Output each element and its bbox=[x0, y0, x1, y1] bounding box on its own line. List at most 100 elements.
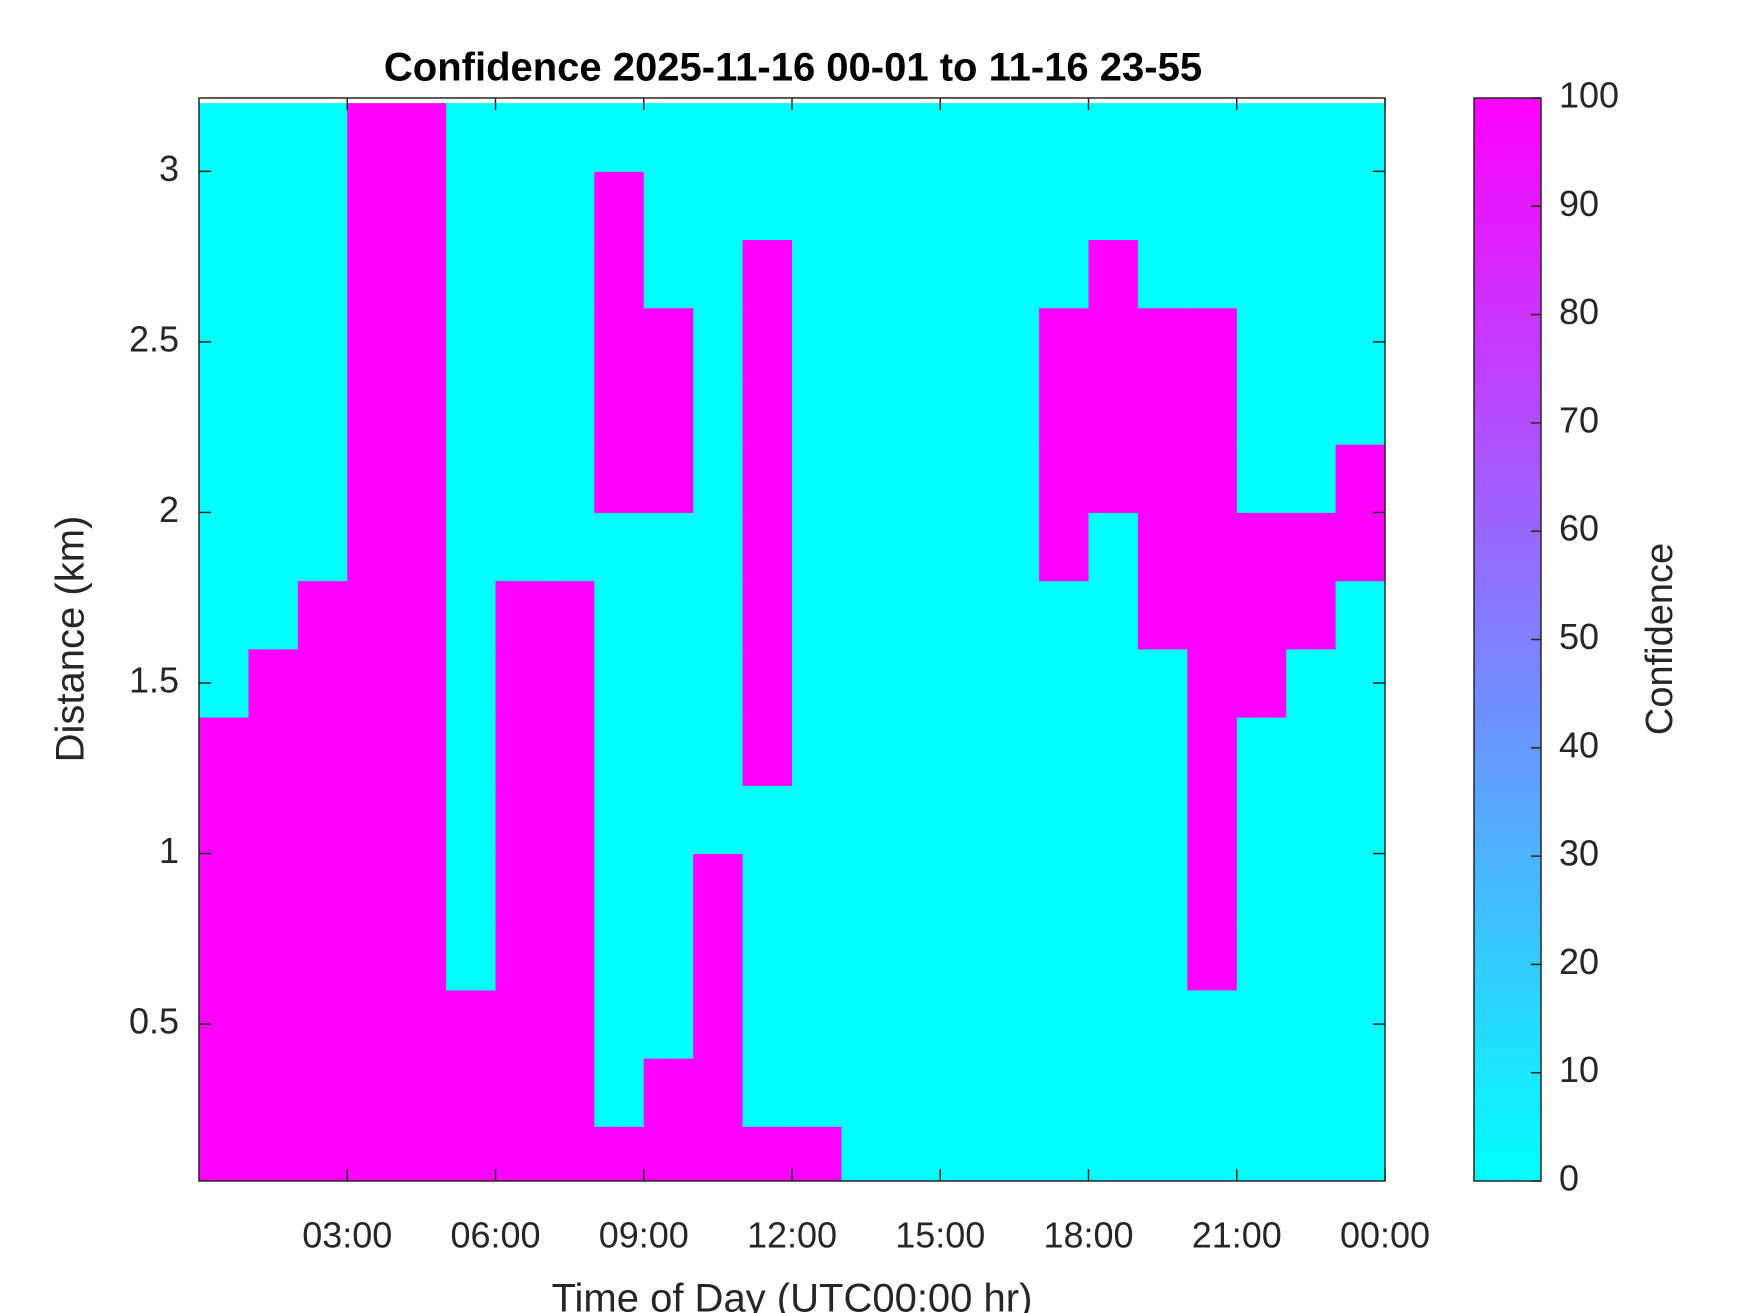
heatmap-cell bbox=[1137, 512, 1188, 582]
colorbar-tick-label: 50 bbox=[1559, 616, 1599, 657]
heatmap-cell bbox=[495, 785, 546, 855]
heatmap-cell bbox=[1088, 239, 1139, 309]
heatmap-cell bbox=[544, 1058, 595, 1127]
x-tick-label: 15:00 bbox=[895, 1215, 985, 1256]
y-tick-label: 1.5 bbox=[129, 660, 179, 701]
heatmap-cell bbox=[841, 921, 892, 991]
heatmap-cell bbox=[199, 375, 249, 445]
heatmap-cell bbox=[297, 444, 348, 513]
heatmap-cell bbox=[989, 580, 1040, 650]
heatmap-cell bbox=[347, 785, 398, 855]
heatmap-cell bbox=[1137, 648, 1188, 718]
heatmap-cell bbox=[594, 853, 645, 923]
heatmap-cell bbox=[248, 103, 299, 172]
heatmap-cell bbox=[841, 239, 892, 309]
heatmap-cell bbox=[1187, 853, 1238, 923]
heatmap-cell bbox=[940, 239, 991, 309]
y-axis-title: Distance (km) bbox=[49, 516, 93, 763]
heatmap-cell bbox=[792, 648, 842, 718]
heatmap-cell bbox=[594, 375, 645, 445]
heatmap-cell bbox=[742, 717, 793, 786]
y-tick-label: 3 bbox=[159, 148, 179, 189]
heatmap-cell bbox=[1286, 921, 1337, 991]
heatmap-cell bbox=[1335, 444, 1385, 513]
heatmap-cell bbox=[594, 1126, 645, 1181]
heatmap-cell bbox=[1236, 512, 1287, 582]
heatmap-cell bbox=[890, 375, 941, 445]
heatmap-cell bbox=[495, 171, 546, 241]
heatmap-cell bbox=[742, 853, 793, 923]
heatmap-cell bbox=[544, 239, 595, 309]
heatmap-cell bbox=[1286, 1058, 1337, 1127]
heatmap-cell bbox=[446, 171, 496, 241]
heatmap-cell bbox=[495, 444, 546, 513]
colorbar-tick-label: 90 bbox=[1559, 183, 1599, 224]
colorbar-tick-label: 100 bbox=[1559, 75, 1619, 116]
heatmap-cell bbox=[396, 921, 447, 991]
heatmap-cell bbox=[248, 785, 299, 855]
heatmap-cell bbox=[693, 103, 744, 172]
heatmap-cell bbox=[940, 580, 991, 650]
heatmap-cell bbox=[1039, 1126, 1089, 1181]
heatmap-cell bbox=[693, 989, 744, 1059]
heatmap-cell bbox=[940, 171, 991, 241]
heatmap-cell bbox=[347, 717, 398, 786]
heatmap-cell bbox=[693, 444, 744, 513]
heatmap-cell bbox=[841, 989, 892, 1059]
heatmap-cell bbox=[890, 1058, 941, 1127]
heatmap-cell bbox=[1236, 989, 1287, 1059]
heatmap-cell bbox=[742, 171, 793, 241]
heatmap-cell bbox=[297, 921, 348, 991]
heatmap-cell bbox=[940, 512, 991, 582]
heatmap-cell bbox=[199, 785, 249, 855]
heatmap-cell bbox=[1286, 717, 1337, 786]
heatmap-cell bbox=[1286, 648, 1337, 718]
heatmap-cell bbox=[1039, 853, 1089, 923]
heatmap-cell bbox=[495, 1126, 546, 1181]
heatmap-cell bbox=[693, 1126, 744, 1181]
colorbar bbox=[1473, 97, 1542, 1182]
heatmap-cell bbox=[446, 853, 496, 923]
y-tick-label: 2 bbox=[159, 489, 179, 530]
heatmap-cell bbox=[989, 512, 1040, 582]
heatmap-cell bbox=[1039, 717, 1089, 786]
heatmap-cell bbox=[841, 103, 892, 172]
heatmap-cell bbox=[396, 239, 447, 309]
heatmap-cell bbox=[446, 580, 496, 650]
heatmap-cell bbox=[643, 785, 694, 855]
heatmap-cell bbox=[544, 307, 595, 377]
heatmap-cell bbox=[643, 239, 694, 309]
heatmap-cell bbox=[544, 512, 595, 582]
heatmap-cell bbox=[1187, 921, 1238, 991]
heatmap-cell bbox=[841, 580, 892, 650]
heatmap-cell bbox=[742, 444, 793, 513]
heatmap-cell bbox=[495, 989, 546, 1059]
heatmap-cell bbox=[248, 580, 299, 650]
heatmap-cell bbox=[940, 648, 991, 718]
heatmap-cell bbox=[1039, 1058, 1089, 1127]
heatmap-cell bbox=[199, 921, 249, 991]
heatmap-cell bbox=[446, 444, 496, 513]
heatmap-cell bbox=[1088, 853, 1139, 923]
heatmap-cell bbox=[446, 375, 496, 445]
heatmap-cell bbox=[248, 717, 299, 786]
heatmap-cell bbox=[890, 853, 941, 923]
heatmap-cell bbox=[1335, 1058, 1385, 1127]
heatmap-cell bbox=[643, 580, 694, 650]
heatmap-cell bbox=[1236, 580, 1287, 650]
heatmap-cell bbox=[940, 375, 991, 445]
heatmap-cell bbox=[347, 989, 398, 1059]
x-tick-label: 00:00 bbox=[1340, 1215, 1430, 1256]
heatmap-cell bbox=[989, 717, 1040, 786]
heatmap-cell bbox=[199, 853, 249, 923]
heatmap-cell bbox=[297, 307, 348, 377]
heatmap-cell bbox=[841, 1126, 892, 1181]
heatmap-cell bbox=[347, 580, 398, 650]
heatmap-cell bbox=[347, 648, 398, 718]
heatmap-cell bbox=[890, 580, 941, 650]
heatmap-cell bbox=[446, 921, 496, 991]
heatmap-cell bbox=[297, 785, 348, 855]
heatmap-cell bbox=[248, 444, 299, 513]
heatmap-cell bbox=[297, 1126, 348, 1181]
heatmap-cell bbox=[297, 103, 348, 172]
